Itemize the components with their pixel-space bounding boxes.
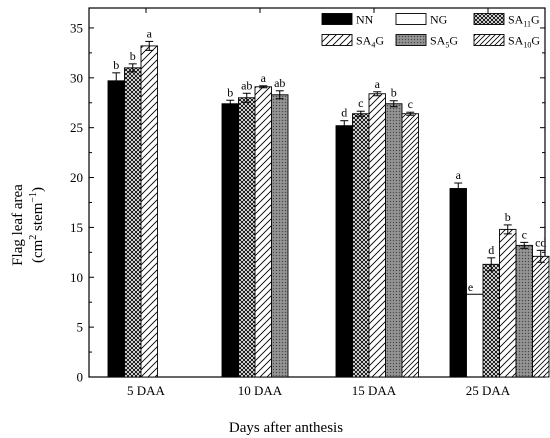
plot-border <box>88 7 546 378</box>
legend-item-SA5G: SA5G <box>395 34 458 50</box>
significance-label: a <box>261 71 267 85</box>
bar-SA5G <box>385 103 403 378</box>
bar-SA4G <box>368 93 386 378</box>
significance-label: a <box>456 168 462 182</box>
bar-NN <box>107 80 125 378</box>
significance-label: c <box>522 227 527 241</box>
y-tick-label: 35 <box>70 20 83 35</box>
significance-label: b <box>227 85 233 99</box>
bar-SA4G <box>140 45 158 378</box>
bar-SA10G <box>401 113 419 378</box>
significance-label: b <box>391 86 397 100</box>
x-axis-title: Days after anthesis <box>229 420 343 436</box>
significance-label: c <box>408 97 413 111</box>
significance-label: ab <box>274 76 285 90</box>
plot-area <box>88 7 546 378</box>
significance-label: cd <box>535 235 546 249</box>
significance-label: d <box>488 243 494 257</box>
significance-label: a <box>147 26 153 40</box>
legend-label: SA5G <box>430 34 458 50</box>
bar-SA10G <box>532 255 550 378</box>
legend-swatch <box>321 34 353 46</box>
significance-label: b <box>505 210 511 224</box>
legend-item-NG: NG <box>395 13 448 27</box>
x-axis: 5 DAA 10 DAA 15 DAA 25 DAA <box>127 8 511 398</box>
legend-swatch <box>473 13 505 25</box>
legend-label: NN <box>356 13 374 27</box>
legend-label: SA10G <box>508 34 540 50</box>
legend-label: NG <box>430 13 448 27</box>
significance-label: b <box>113 58 119 72</box>
legend-label: SA4G <box>356 34 384 50</box>
legend-swatch <box>395 13 427 25</box>
legend-swatch <box>395 34 427 46</box>
legend-label: SA11G <box>508 13 540 29</box>
bar-SA11G <box>352 113 370 378</box>
x-tick-label: 15 DAA <box>352 383 397 398</box>
significance-label: d <box>341 106 347 120</box>
legend: NN NG SA11G SA4G SA5G SA10G <box>321 13 540 50</box>
bar-NN <box>335 125 353 378</box>
y-tick-label: 5 <box>77 320 84 335</box>
bar-SA11G <box>238 97 256 378</box>
y-axis-title-line2: (cm2 stem−1) <box>28 187 46 263</box>
legend-item-SA4G: SA4G <box>321 34 384 50</box>
bar-NN <box>221 103 239 378</box>
y-tick-label: 10 <box>70 270 83 285</box>
x-tick-label: 25 DAA <box>466 383 511 398</box>
bar-SA4G <box>254 86 272 378</box>
bar-SA11G <box>124 67 142 378</box>
bar-SA11G <box>482 263 500 378</box>
x-tick-label: 5 DAA <box>127 383 166 398</box>
significance-label: e <box>468 280 473 294</box>
x-tick-label: 10 DAA <box>238 383 283 398</box>
legend-item-SA11G: SA11G <box>473 13 540 29</box>
y-axis-title: Flag leaf area (cm2 stem−1) <box>10 184 46 266</box>
legend-swatch <box>321 13 353 25</box>
significance-label: b <box>130 49 136 63</box>
y-tick-label: 25 <box>70 120 83 135</box>
significance-label: c <box>358 96 363 110</box>
y-tick-label: 0 <box>77 370 84 385</box>
y-axis: 0 5 10 15 20 25 30 35 <box>70 20 545 385</box>
bar-SA4G <box>499 228 517 378</box>
y-tick-label: 30 <box>70 70 83 85</box>
legend-swatch <box>473 34 505 46</box>
bar-NN <box>449 188 467 378</box>
significance-label: ab <box>241 78 252 92</box>
bar-SA5G <box>515 244 533 378</box>
legend-item-SA10G: SA10G <box>473 34 540 50</box>
significance-label: a <box>375 77 381 91</box>
y-axis-title-line1: Flag leaf area <box>10 184 26 266</box>
legend-item-NN: NN <box>321 13 374 27</box>
bar-SA5G <box>271 94 289 378</box>
y-tick-label: 15 <box>70 220 83 235</box>
y-tick-label: 20 <box>70 170 83 185</box>
